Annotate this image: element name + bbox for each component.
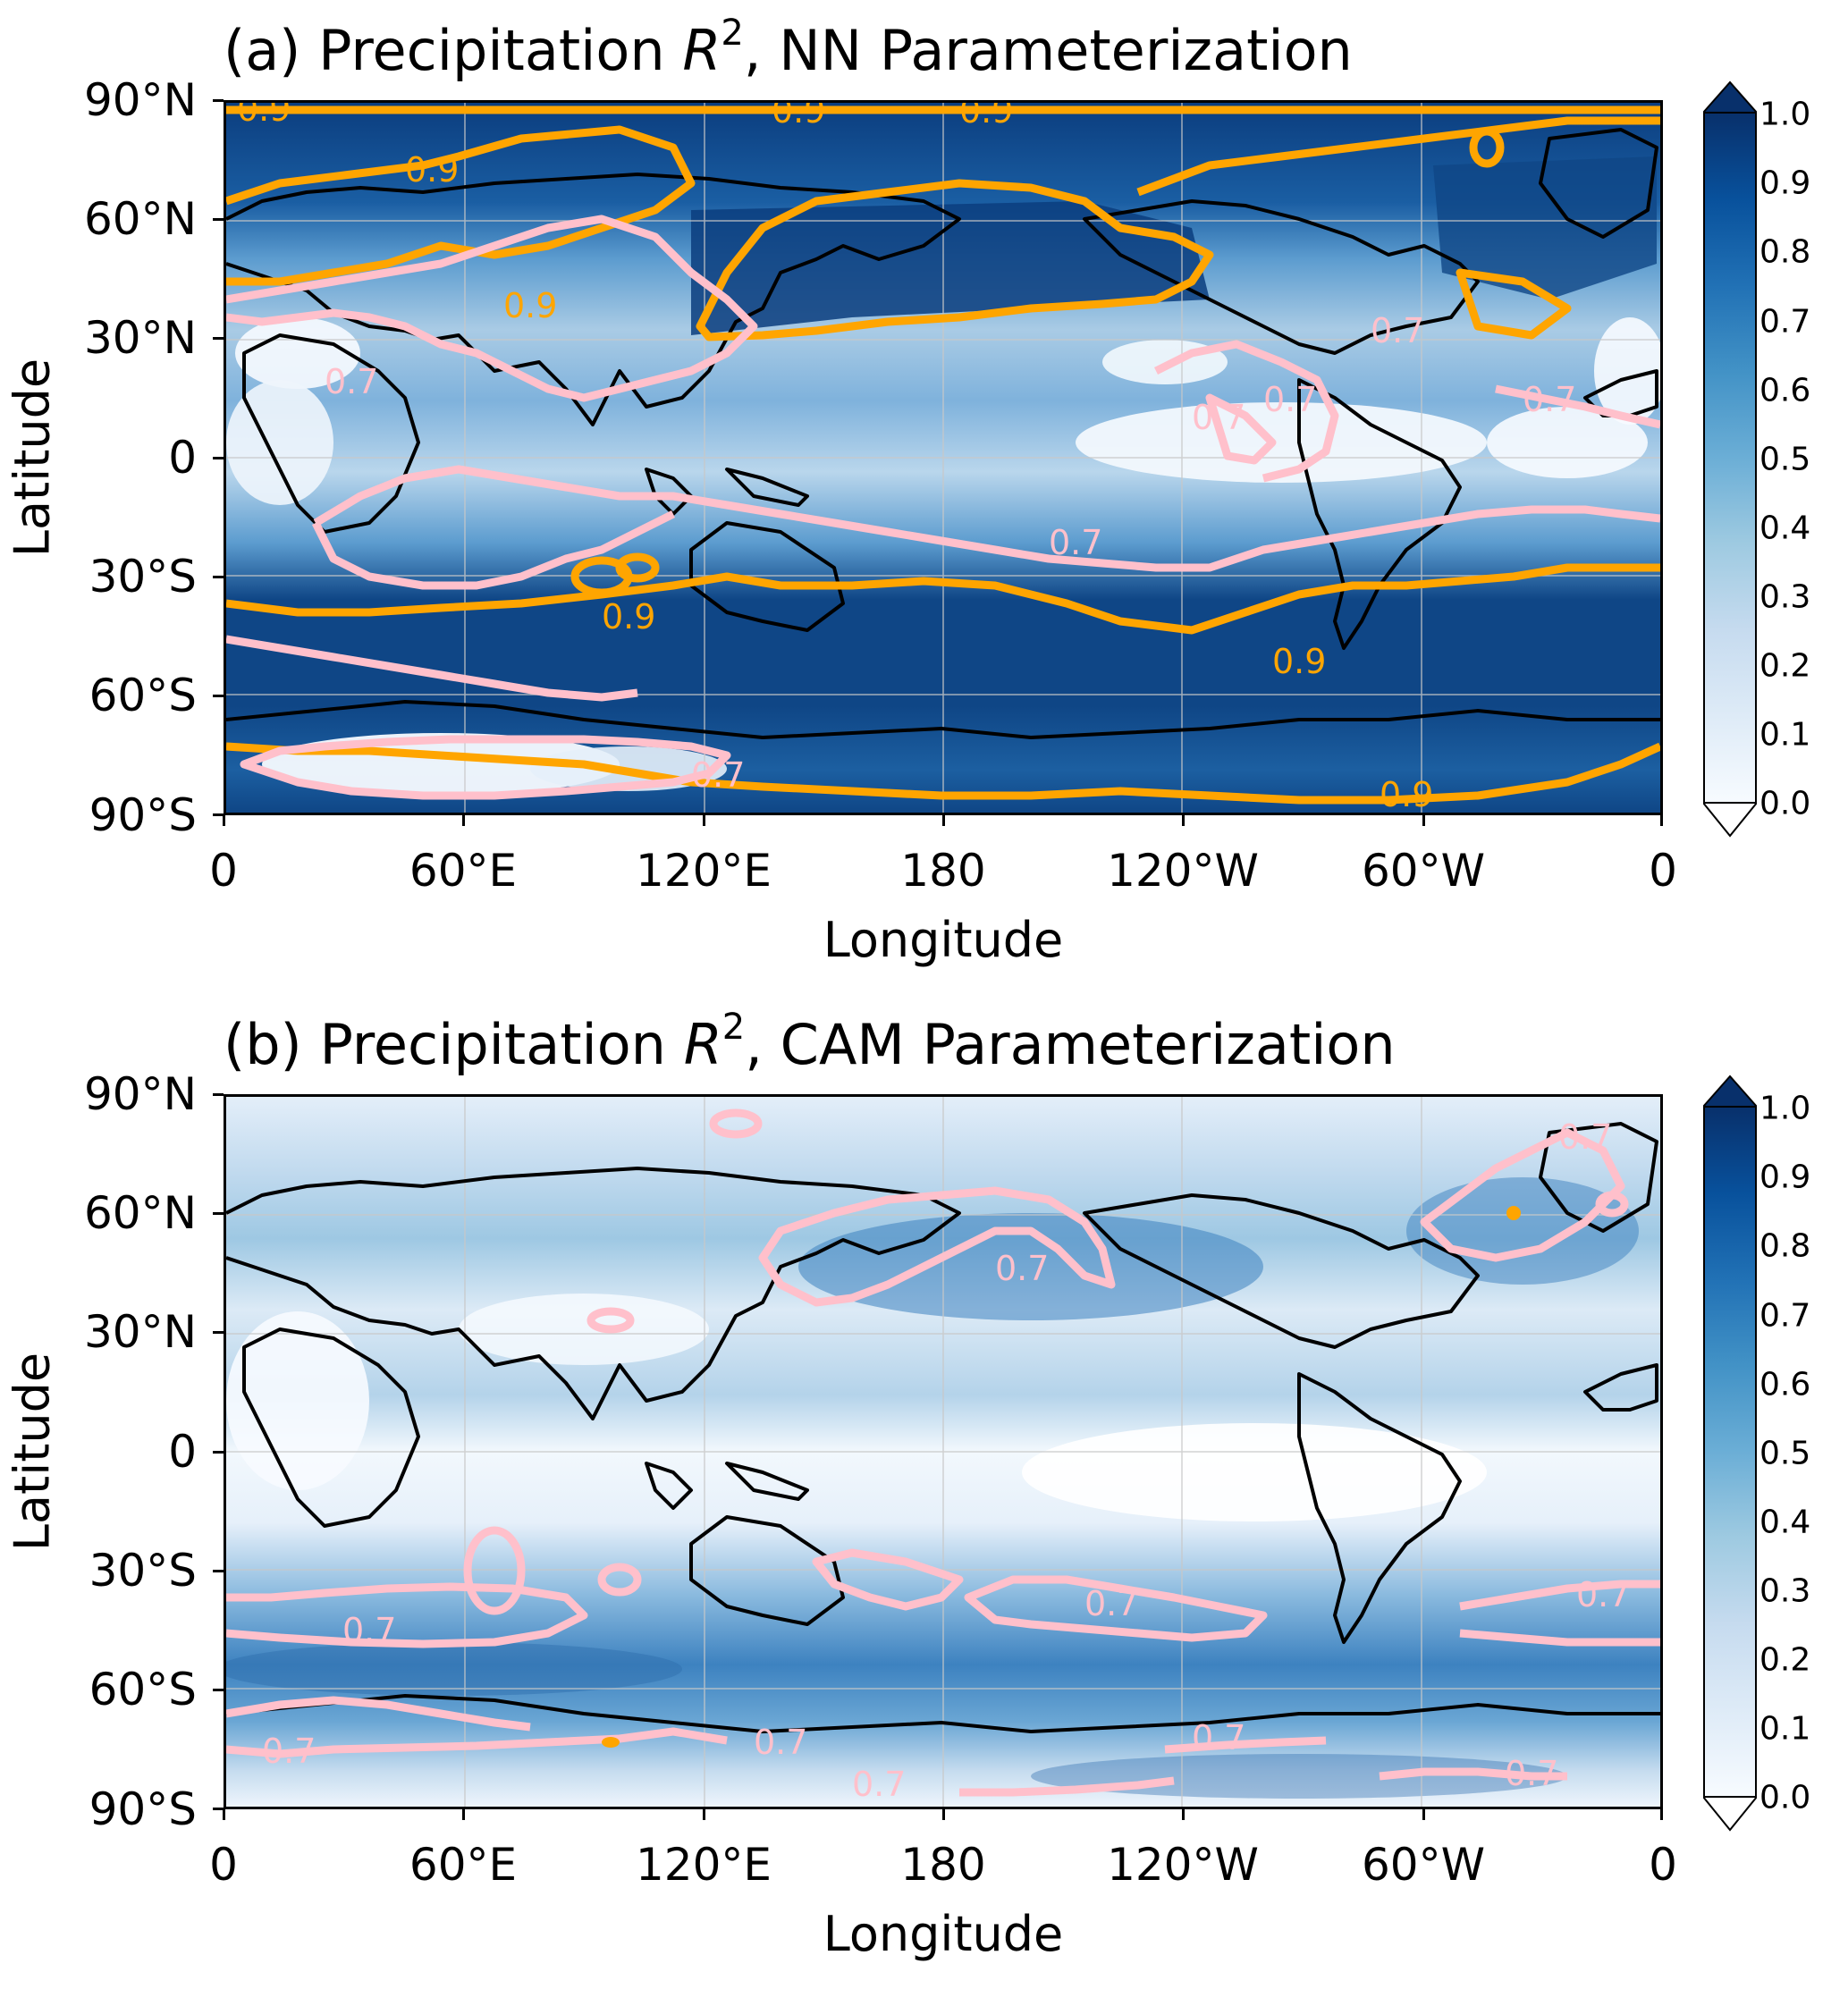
- contour-label: 0.7: [1192, 398, 1245, 437]
- colorbar: [1703, 80, 1757, 838]
- x-axis-label: Longitude: [823, 1906, 1064, 1962]
- contour-label: 0.9: [237, 103, 291, 129]
- contour-label: 0.7: [691, 755, 745, 795]
- lat-tick: 30°N: [83, 1306, 197, 1358]
- contour-label: 0.7: [1505, 1754, 1558, 1793]
- y-axis-label: Latitude: [4, 1352, 61, 1552]
- contour-label: 0.9: [1272, 642, 1326, 681]
- lon-tick: 0: [1649, 1839, 1677, 1891]
- colorbar-tick: 0.8: [1759, 233, 1811, 271]
- lon-tick: 120°W: [1107, 1839, 1259, 1891]
- lon-tick: 60°W: [1361, 1839, 1486, 1891]
- lon-tick: 60°E: [409, 845, 518, 897]
- colorbar-tick: 0.0: [1759, 1779, 1811, 1816]
- lat-tick: 30°S: [89, 551, 197, 603]
- panel-a-title: (a) Precipitation R2, NN Parameterizatio…: [224, 13, 1353, 83]
- x-axis-label: Longitude: [823, 912, 1064, 968]
- colorbar-tick: 0.7: [1759, 303, 1811, 341]
- panel-b-map: 0.7 0.7 0.7 0.7 0.7 0.7 0.7 0.7 0.7 0.7: [224, 1094, 1663, 1809]
- contour-label: 0.7: [1192, 1718, 1245, 1757]
- colorbar-tick: 0.9: [1759, 1159, 1811, 1196]
- colorbar-tick: 1.0: [1759, 1090, 1811, 1127]
- panel-a-map: 0.9 0.9 0.9 0.9 0.9 0.9 0.9 0.9 0.7 0.7 …: [224, 100, 1663, 815]
- contour-label: 0.7: [1558, 1117, 1612, 1157]
- y-axis-label: Latitude: [4, 358, 61, 558]
- panel-b: (b) Precipitation R2, CAM Parameterizati…: [0, 994, 1848, 1989]
- lat-tick: 90°S: [89, 789, 197, 841]
- lat-tick: 60°S: [89, 670, 197, 721]
- panel-b-title: (b) Precipitation R2, CAM Parameterizati…: [224, 1007, 1396, 1077]
- colorbar-tick: 1.0: [1759, 96, 1811, 133]
- lat-tick: 30°S: [89, 1545, 197, 1597]
- lat-tick: 0: [168, 1426, 197, 1478]
- lat-tick: 90°N: [83, 1068, 197, 1120]
- colorbar-tick: 0.3: [1759, 578, 1811, 616]
- colorbar-tick: 0.1: [1759, 1710, 1811, 1748]
- contour-label: 0.7: [754, 1723, 807, 1762]
- colorbar-tick: 0.9: [1759, 164, 1811, 202]
- colorbar-tick: 0.6: [1759, 1366, 1811, 1403]
- lon-tick: 180: [900, 1839, 986, 1891]
- colorbar-tick: 0.7: [1759, 1297, 1811, 1335]
- contour-label: 0.7: [995, 1249, 1049, 1288]
- lat-tick: 60°N: [83, 193, 197, 245]
- lon-tick: 60°E: [409, 1839, 518, 1891]
- lat-tick: 0: [168, 432, 197, 484]
- contour-label: 0.7: [852, 1765, 906, 1804]
- contour-label: 0.7: [1263, 380, 1317, 419]
- contour-label: 0.7: [1523, 380, 1576, 419]
- contour-label: 0.7: [325, 362, 378, 401]
- contour-label: 0.9: [602, 597, 655, 636]
- colorbar-tick: 0.8: [1759, 1227, 1811, 1265]
- lon-tick: 60°W: [1361, 845, 1486, 897]
- colorbar-tick: 0.1: [1759, 716, 1811, 754]
- colorbar-tick: 0.0: [1759, 785, 1811, 822]
- lat-tick: 90°N: [83, 74, 197, 126]
- contour-label: 0.7: [1371, 311, 1424, 350]
- contour-label: 0.9: [405, 150, 459, 190]
- panel-a: (a) Precipitation R2, NN Parameterizatio…: [0, 0, 1848, 994]
- contour-label: 0.7: [342, 1611, 396, 1650]
- lon-tick: 0: [209, 1839, 238, 1891]
- lon-tick: 180: [900, 845, 986, 897]
- colorbar-tick: 0.3: [1759, 1572, 1811, 1610]
- colorbar-tick: 0.5: [1759, 441, 1811, 478]
- colorbar: [1703, 1075, 1757, 1832]
- lat-tick: 60°S: [89, 1664, 197, 1715]
- contour-label: 0.9: [1380, 775, 1433, 813]
- lon-tick: 120°E: [635, 1839, 772, 1891]
- contour-label: 0.7: [1576, 1575, 1630, 1614]
- lon-tick: 0: [209, 845, 238, 897]
- contour-label: 0.7: [1084, 1584, 1138, 1623]
- lat-tick: 60°N: [83, 1187, 197, 1239]
- contour-label: 0.9: [503, 286, 557, 325]
- contour-label: 0.7: [1049, 523, 1102, 562]
- contour-label: 0.9: [772, 103, 825, 131]
- lon-tick: 120°W: [1107, 845, 1259, 897]
- colorbar-tick: 0.5: [1759, 1435, 1811, 1472]
- colorbar-tick: 0.4: [1759, 510, 1811, 547]
- contour-label: 0.7: [262, 1732, 316, 1771]
- colorbar-tick: 0.2: [1759, 647, 1811, 685]
- lon-tick: 0: [1649, 845, 1677, 897]
- lat-tick: 90°S: [89, 1783, 197, 1835]
- lat-tick: 30°N: [83, 312, 197, 364]
- contour-label: 0.9: [959, 103, 1013, 131]
- colorbar-tick: 0.6: [1759, 372, 1811, 409]
- colorbar-tick: 0.2: [1759, 1641, 1811, 1679]
- lon-tick: 120°E: [635, 845, 772, 897]
- colorbar-tick: 0.4: [1759, 1504, 1811, 1541]
